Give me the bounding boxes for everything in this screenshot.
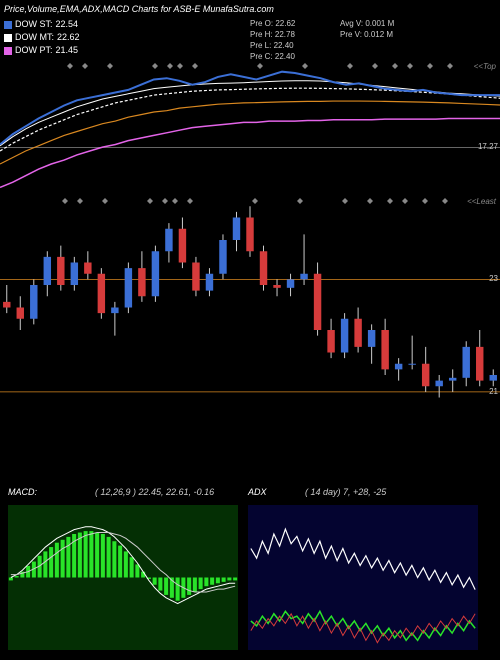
candle-ymarker-label: 21 — [489, 387, 498, 396]
ohlc-l: Pre L: 22.40 — [250, 40, 295, 51]
ohlc-o: Pre O: 22.62 — [250, 18, 295, 29]
stats-block: Avg V: 0.001 M Pre V: 0.012 M — [340, 18, 394, 40]
swatch-st — [4, 21, 12, 29]
price-ymarker-label: 17.27 — [478, 142, 498, 151]
adx-label: ADX — [248, 487, 267, 497]
legend-pt: DOW PT: 21.45 — [4, 44, 80, 57]
adx-chart — [248, 505, 478, 650]
ohlc-block: Pre O: 22.62 Pre H: 22.78 Pre L: 22.40 P… — [250, 18, 295, 62]
macd-chart — [8, 505, 238, 650]
legend-mt-label: DOW MT: — [15, 31, 54, 44]
adx-sublabel: ( 14 day) 7, +28, -25 — [305, 487, 386, 497]
legend-st-label: DOW ST: — [15, 18, 53, 31]
page-title: Price,Volume,EMA,ADX,MACD Charts for ASB… — [4, 4, 274, 14]
legend-block: DOW ST: 22.54 DOW MT: 22.62 DOW PT: 21.4… — [4, 18, 80, 57]
candle-corner-label: <<Least — [467, 197, 496, 206]
ohlc-h: Pre H: 22.78 — [250, 29, 295, 40]
macd-label: MACD: — [8, 487, 37, 497]
price-chart — [0, 60, 500, 190]
legend-st-value: 22.54 — [56, 18, 79, 31]
swatch-pt — [4, 47, 12, 55]
legend-mt-value: 22.62 — [57, 31, 80, 44]
price-corner-label: <<Top — [474, 62, 496, 71]
legend-st: DOW ST: 22.54 — [4, 18, 80, 31]
candle-ymarker-label: 23 — [489, 274, 498, 283]
candle-chart — [0, 195, 500, 420]
swatch-mt — [4, 34, 12, 42]
legend-mt: DOW MT: 22.62 — [4, 31, 80, 44]
stat-avgv: Avg V: 0.001 M — [340, 18, 394, 29]
macd-sublabel: ( 12,26,9 ) 22.45, 22.61, -0.16 — [95, 487, 214, 497]
legend-pt-value: 21.45 — [56, 44, 79, 57]
stat-prev: Pre V: 0.012 M — [340, 29, 394, 40]
legend-pt-label: DOW PT: — [15, 44, 53, 57]
